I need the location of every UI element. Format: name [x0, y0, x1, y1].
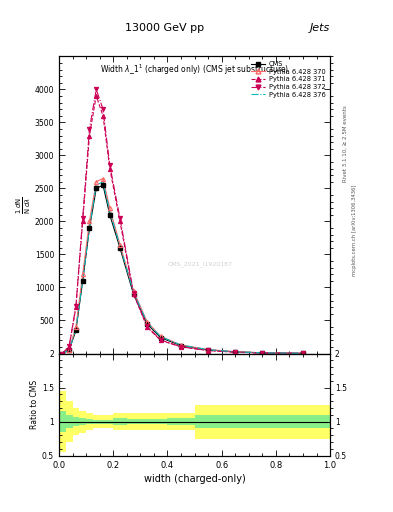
Text: Jets: Jets — [310, 23, 330, 33]
X-axis label: width (charged-only): width (charged-only) — [144, 474, 245, 484]
Text: 13000 GeV pp: 13000 GeV pp — [125, 23, 205, 33]
Legend: CMS, Pythia 6.428 370, Pythia 6.428 371, Pythia 6.428 372, Pythia 6.428 376: CMS, Pythia 6.428 370, Pythia 6.428 371,… — [250, 60, 327, 99]
Text: Rivet 3.1.10, ≥ 2.5M events: Rivet 3.1.10, ≥ 2.5M events — [343, 105, 348, 182]
Text: Width $\lambda\_1^1$ (charged only) (CMS jet substructure): Width $\lambda\_1^1$ (charged only) (CMS… — [100, 62, 289, 77]
Y-axis label: Ratio to CMS: Ratio to CMS — [30, 380, 39, 429]
Text: $\frac{1}{\mathrm{N}}\frac{d\mathrm{N}}{d\lambda}$: $\frac{1}{\mathrm{N}}\frac{d\mathrm{N}}{… — [15, 196, 33, 214]
Text: mcplots.cern.ch [arXiv:1306.3436]: mcplots.cern.ch [arXiv:1306.3436] — [352, 185, 357, 276]
Text: CMS_2021_I1920187: CMS_2021_I1920187 — [167, 262, 232, 267]
